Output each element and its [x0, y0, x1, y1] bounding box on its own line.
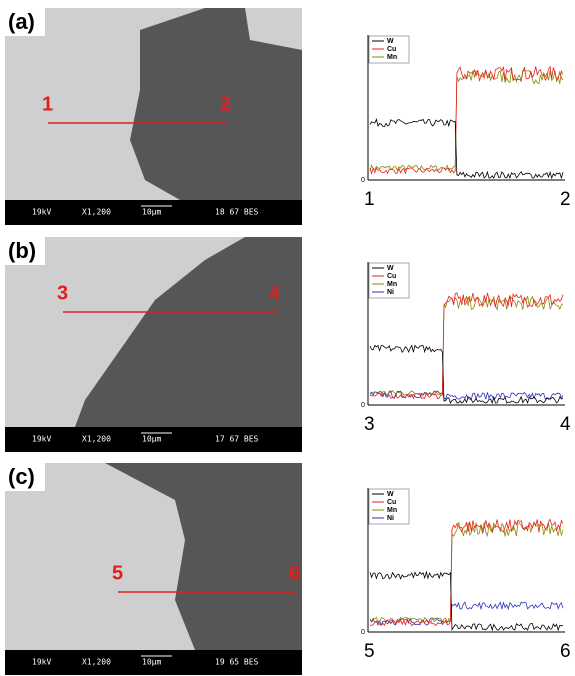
- profile-line: [369, 601, 564, 626]
- info-bar: [5, 427, 302, 452]
- code: 17 67 BES: [215, 435, 259, 444]
- profile-line: [369, 518, 564, 627]
- profile-line: [369, 295, 564, 397]
- origin: 0: [361, 629, 365, 636]
- x-end: 4: [560, 414, 571, 435]
- sem-dark: [75, 237, 302, 427]
- dark-phase: [105, 463, 302, 650]
- voltage: 19kV: [32, 658, 51, 667]
- profile-line: [369, 292, 564, 400]
- label-bg: [5, 237, 45, 265]
- x-start: 5: [364, 641, 375, 662]
- point-start: 3: [57, 282, 68, 304]
- x-end: 6: [560, 641, 571, 662]
- label-bg: [5, 463, 45, 491]
- point-start: 1: [42, 93, 53, 115]
- sem-dark: [105, 463, 302, 650]
- label-bg: [5, 8, 45, 36]
- legend-label: Cu: [387, 46, 396, 53]
- legend-label: W: [387, 265, 394, 272]
- origin: 0: [361, 177, 365, 184]
- info-bar: [5, 650, 302, 675]
- voltage: 19kV: [32, 435, 51, 444]
- profile-line: [369, 65, 564, 175]
- profile-line: [369, 118, 564, 180]
- magnification: X1,200: [82, 208, 111, 217]
- legend-label: Mn: [387, 507, 397, 514]
- sem-dark: [130, 8, 302, 200]
- legend-label: W: [387, 491, 394, 498]
- point-end: 4: [269, 282, 281, 304]
- legend-label: Cu: [387, 499, 396, 506]
- x-start: 1: [364, 189, 375, 210]
- info-bar: [5, 200, 302, 225]
- legend-label: Mn: [387, 281, 397, 288]
- magnification: X1,200: [82, 658, 111, 667]
- legend-label: Cu: [387, 273, 396, 280]
- profile-line: [369, 390, 564, 401]
- code: 18 67 BES: [215, 208, 259, 217]
- x-start: 3: [364, 414, 375, 435]
- legend-label: Ni: [387, 289, 394, 296]
- profile-line: [369, 344, 564, 405]
- panel-label: (b): [8, 238, 36, 263]
- legend-label: Ni: [387, 515, 394, 522]
- origin: 0: [361, 402, 365, 409]
- panel-label: (c): [8, 464, 35, 489]
- magnification: X1,200: [82, 435, 111, 444]
- legend-label: Mn: [387, 54, 397, 61]
- profile-line: [369, 570, 564, 632]
- dark-phase: [75, 237, 302, 427]
- scale: 10µm: [142, 208, 161, 217]
- legend-label: W: [387, 38, 394, 45]
- code: 19 65 BES: [215, 658, 259, 667]
- panel-label: (a): [8, 9, 35, 34]
- profile-line: [369, 521, 564, 624]
- dark-phase: [130, 8, 302, 200]
- voltage: 19kV: [32, 208, 51, 217]
- point-start: 5: [112, 562, 123, 584]
- scale: 10µm: [142, 658, 161, 667]
- scale: 10µm: [142, 435, 161, 444]
- point-end: 2: [220, 93, 231, 115]
- point-end: 6: [289, 562, 300, 584]
- x-end: 2: [560, 189, 571, 210]
